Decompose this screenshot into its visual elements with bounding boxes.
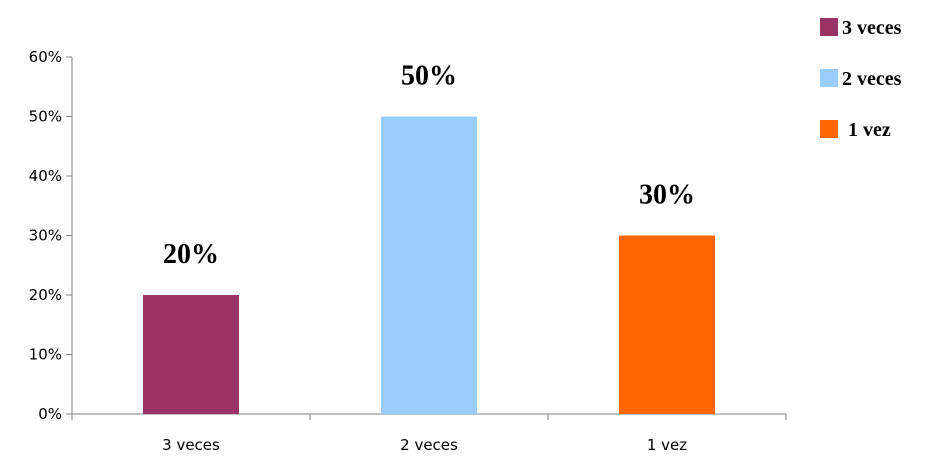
y-tick-label: 40% — [29, 167, 62, 185]
data-labels: 20% 50% 30% — [163, 61, 695, 271]
legend-swatch — [820, 120, 838, 138]
x-tick-label: 1 vez — [647, 436, 687, 454]
legend: 3 veces 2 veces 1 vez — [820, 17, 902, 141]
legend-label: 3 veces — [842, 17, 902, 39]
legend-label: 2 veces — [842, 68, 902, 90]
data-label: 20% — [163, 239, 219, 270]
legend-swatch — [820, 18, 838, 36]
bar-1-vez — [619, 235, 715, 414]
x-tick-label: 3 veces — [162, 436, 220, 454]
bar-3-veces — [143, 295, 239, 414]
x-tick-label: 2 veces — [400, 436, 458, 454]
data-label: 30% — [639, 180, 695, 211]
legend-label: 1 vez — [848, 119, 891, 141]
y-tick-label: 50% — [29, 108, 62, 126]
bars — [143, 116, 715, 414]
y-tick-label: 20% — [29, 286, 62, 304]
data-label: 50% — [401, 61, 457, 92]
y-tick-label: 10% — [29, 346, 62, 364]
legend-swatch — [820, 69, 838, 87]
y-tick-label: 60% — [29, 48, 62, 66]
axes: 0% 10% 20% 30% 40% 50% 60% 3 veces 2 veces 1 vez — [29, 48, 787, 454]
bar-2-veces — [381, 116, 477, 414]
y-tick-label: 0% — [38, 405, 62, 423]
y-tick-label: 30% — [29, 227, 62, 245]
